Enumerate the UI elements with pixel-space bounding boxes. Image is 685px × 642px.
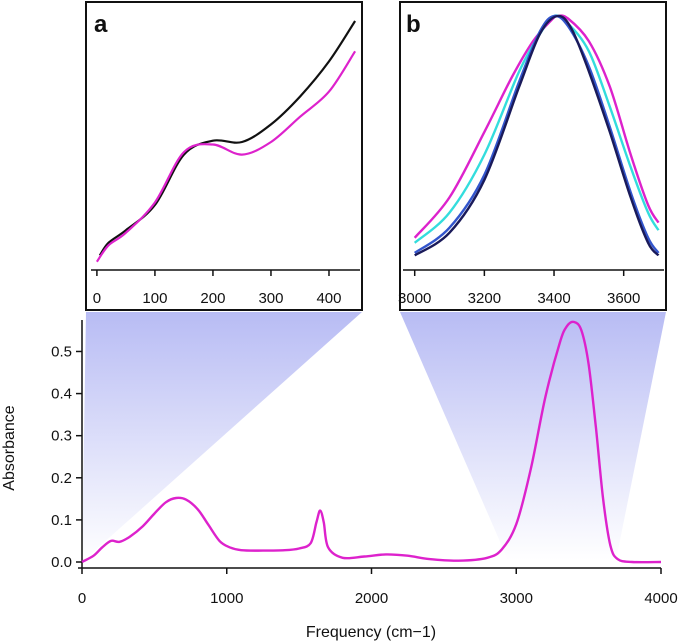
- inset-b-axes: [403, 269, 664, 276]
- inset-b-line-navy-curve: [414, 14, 660, 257]
- inset-b-x-tick-label: 3000: [398, 290, 431, 307]
- inset-a-line-magenta-curve: [95, 50, 357, 263]
- zoom-shade-b: [400, 312, 666, 560]
- inset-b-tick-labels: 3000 3200 3400 3600: [398, 290, 640, 307]
- main-chart: 0 1000 2000 3000 4000 0.0 0.1 0.2 0.3 0.4 0.5 Freq…: [1, 320, 678, 641]
- inset-a-x-tick-label: 200: [200, 290, 225, 307]
- inset-b-x-tick-label: 3600: [607, 290, 640, 307]
- inset-b-x-tick-label: 3400: [537, 290, 570, 307]
- inset-a-x-tick-label: 100: [142, 290, 167, 307]
- main-x-tick-label: 3000: [500, 590, 533, 607]
- main-y-axis-label: Absorbance: [1, 405, 18, 490]
- inset-a-line-black-curve: [98, 20, 357, 257]
- main-series: [81, 320, 662, 564]
- main-x-axis-label: Frequency (cm−1): [306, 624, 436, 641]
- main-x-tick-label: 0: [78, 590, 86, 607]
- main-x-tick-label: 4000: [644, 590, 677, 607]
- main-y-tick-label: 0.1: [51, 512, 72, 529]
- main-y-tick-label: 0.4: [51, 386, 72, 403]
- inset-panel-a: a 0 100 200 300 400: [85, 1, 363, 311]
- main-y-tick-label: 0.3: [51, 428, 72, 445]
- inset-b-x-tick-label: 3200: [468, 290, 501, 307]
- main-y-tick-label: 0.0: [51, 554, 72, 571]
- inset-a-x-tick-label: 300: [258, 290, 283, 307]
- main-tick-labels: 0 1000 2000 3000 4000 0.0 0.1 0.2 0.3 0.4 0.5: [51, 343, 678, 607]
- main-x-tick-label: 2000: [355, 590, 388, 607]
- inset-a-tick-labels: 0 100 200 300 400: [93, 290, 342, 307]
- inset-b-line-blue-curve: [413, 14, 660, 254]
- main-series-line-spectrum: [81, 320, 662, 564]
- inset-a-frame: [85, 1, 363, 311]
- zoom-shade-a: [82, 312, 362, 562]
- main-axes: [76, 320, 662, 574]
- inset-b-series: [413, 14, 660, 257]
- inset-panel-b: b 3000 3200 3400 3600: [398, 1, 667, 311]
- main-x-tick-label: 1000: [210, 590, 243, 607]
- main-y-tick-label: 0.5: [51, 343, 72, 360]
- inset-a-series: [95, 20, 357, 263]
- inset-a-x-tick-label: 0: [93, 290, 101, 307]
- inset-a-letter: a: [94, 11, 108, 38]
- inset-b-frame: [399, 1, 667, 311]
- inset-a-x-tick-label: 400: [316, 290, 341, 307]
- inset-b-letter: b: [406, 11, 421, 38]
- main-y-tick-label: 0.2: [51, 470, 72, 487]
- inset-a-axes: [91, 269, 360, 276]
